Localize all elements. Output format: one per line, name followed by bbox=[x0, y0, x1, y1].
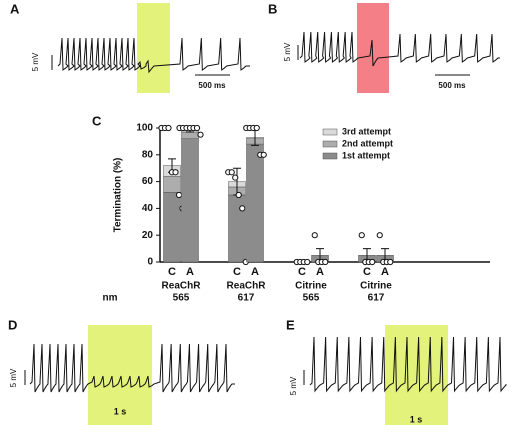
y-tick-label: 40 bbox=[142, 203, 154, 214]
bar-segment bbox=[163, 175, 181, 193]
data-point bbox=[193, 124, 201, 132]
data-point bbox=[228, 169, 235, 176]
x-tick-label: A bbox=[251, 266, 259, 278]
trace bbox=[57, 37, 250, 74]
legend-label: 3rd attempt bbox=[342, 126, 391, 136]
legend-swatch bbox=[322, 140, 338, 148]
group-label: ReaChR bbox=[162, 281, 202, 292]
panel-label: E bbox=[286, 317, 295, 332]
data-point bbox=[253, 124, 260, 132]
data-point bbox=[358, 232, 365, 239]
legend-swatch bbox=[322, 152, 338, 160]
legend-label: 1st attempt bbox=[342, 150, 390, 160]
data-point bbox=[197, 131, 204, 138]
x-tick-label: A bbox=[316, 266, 324, 278]
data-point bbox=[165, 124, 172, 132]
scale-label: 500 ms bbox=[438, 81, 466, 90]
x-tick-label: C bbox=[233, 266, 241, 278]
panel-label: B bbox=[268, 1, 277, 16]
scale-label: 5 mV bbox=[289, 376, 298, 395]
scale-label: 500 ms bbox=[198, 81, 226, 90]
group-label: 617 bbox=[368, 293, 385, 304]
y-axis-label: Termination (%) bbox=[113, 158, 124, 233]
data-point bbox=[175, 191, 183, 199]
group-label: ReaChR bbox=[227, 281, 267, 292]
bar-segment bbox=[181, 138, 199, 263]
group-label: Citrine bbox=[295, 281, 327, 292]
data-point bbox=[322, 258, 329, 266]
scale-label: 5 mV bbox=[283, 42, 292, 61]
group-label: 565 bbox=[303, 293, 320, 304]
bar-segment bbox=[163, 192, 181, 263]
y-tick-label: 100 bbox=[136, 123, 153, 134]
scale-label: 5 mV bbox=[9, 368, 18, 387]
bar-segment bbox=[228, 194, 246, 263]
x-tick-label: A bbox=[381, 266, 389, 278]
light-stimulus bbox=[88, 325, 152, 425]
data-point bbox=[304, 258, 311, 266]
bar-segment bbox=[181, 131, 199, 139]
scale-bars bbox=[24, 45, 470, 385]
legend-label: 2nd attempt bbox=[342, 138, 393, 148]
y-tick-label: 60 bbox=[142, 176, 154, 187]
data-point bbox=[232, 174, 239, 181]
x-tick-label: C bbox=[298, 266, 306, 278]
bar-segment bbox=[246, 143, 264, 263]
data-point bbox=[239, 205, 246, 212]
data-point bbox=[369, 258, 376, 266]
panel-label: C bbox=[92, 113, 102, 128]
scale-label: 1 s bbox=[114, 406, 127, 416]
scale-label: 1 s bbox=[410, 414, 423, 424]
x-tick-label: A bbox=[186, 266, 194, 278]
x-tick-label: C bbox=[363, 266, 371, 278]
group-label: Citrine bbox=[360, 281, 392, 292]
light-stimulus bbox=[137, 3, 170, 93]
group-label: 617 bbox=[238, 293, 255, 304]
data-point bbox=[311, 232, 318, 239]
group-label: 565 bbox=[173, 293, 190, 304]
trace bbox=[309, 336, 508, 393]
scale-label: 5 mV bbox=[31, 52, 40, 71]
light-stimulus bbox=[357, 3, 389, 93]
x-tick-label: C bbox=[168, 266, 176, 278]
data-point bbox=[376, 232, 383, 239]
data-point bbox=[235, 191, 242, 199]
unit-label: nm bbox=[103, 293, 118, 304]
data-point bbox=[260, 151, 267, 158]
panel-label: A bbox=[10, 1, 20, 16]
data-point bbox=[387, 258, 394, 266]
trace bbox=[299, 31, 500, 67]
y-tick-label: 0 bbox=[147, 257, 153, 268]
trace bbox=[29, 343, 235, 393]
y-tick-label: 20 bbox=[142, 230, 154, 241]
voltage-traces bbox=[29, 31, 508, 393]
panel-label: D bbox=[8, 317, 17, 332]
y-tick-label: 80 bbox=[142, 149, 154, 160]
data-point bbox=[172, 169, 179, 176]
legend-swatch bbox=[322, 128, 338, 136]
